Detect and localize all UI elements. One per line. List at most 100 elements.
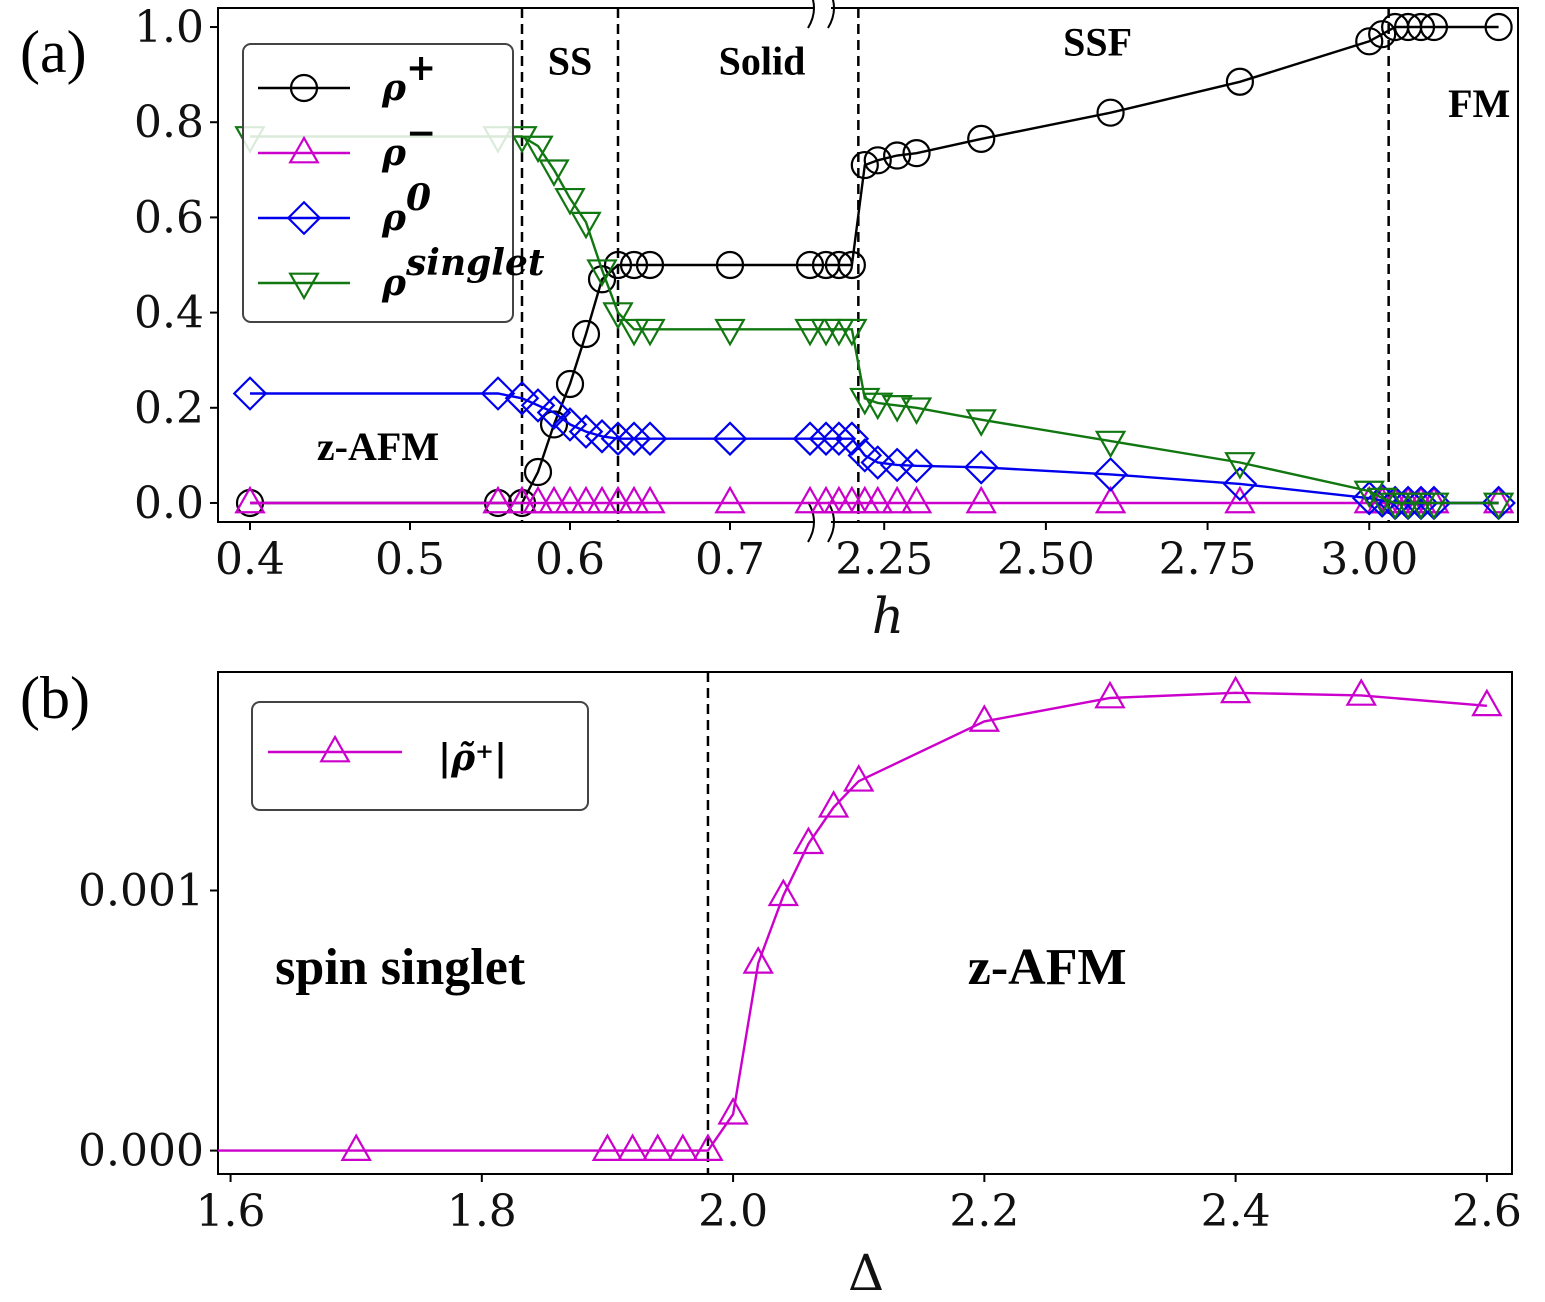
data-point-rho_singlet	[618, 318, 650, 347]
series-rho_singlet	[234, 126, 1515, 521]
data-point-rho_singlet	[1418, 492, 1450, 521]
data-point-rho_singlet	[506, 126, 538, 154]
data-point-rho_minus	[586, 485, 618, 514]
data-point-rho_minus	[506, 485, 538, 514]
panel-a-xlabel: h	[872, 587, 904, 645]
panel-b-xtick-label: 2.0	[698, 1186, 768, 1237]
panel-a-ytick-label: 0.4	[134, 288, 204, 339]
data-point-rho_singlet	[849, 387, 881, 416]
data-point-rho_zero	[821, 421, 857, 457]
data-point-rho_zero	[632, 421, 668, 457]
data-point-rho_singlet	[1366, 487, 1398, 516]
data-point-rho_zero	[834, 421, 870, 457]
panel-a-xtick-label: 0.7	[695, 534, 765, 585]
data-point-rho_plus	[1406, 12, 1436, 42]
data-point-rho_singlet	[881, 394, 913, 423]
panel-a-xtick-label: 2.50	[997, 534, 1095, 585]
data-point-rho_plus	[635, 250, 665, 280]
data-point-rho_singlet	[634, 318, 666, 347]
data-point-rho_zero	[536, 395, 572, 430]
panel-b-xtick-label: 1.8	[447, 1186, 517, 1237]
data-point-rho_tilde	[616, 1133, 649, 1161]
panel-a-legend: ρ +ρ −ρ 0ρ singlet	[242, 43, 545, 323]
data-point-rho_tilde	[1345, 678, 1377, 706]
data-point-rho_plus	[1368, 20, 1397, 49]
data-point-rho_minus	[522, 485, 554, 514]
data-point-rho_tilde	[1471, 688, 1503, 717]
legend-marker-rho_tilde	[319, 734, 351, 763]
data-point-rho_minus	[482, 485, 514, 514]
panel-a-ytick-label: 0.6	[134, 192, 204, 243]
data-point-rho_plus	[1096, 98, 1125, 127]
data-point-rho_tilde	[767, 878, 800, 907]
data-point-rho_plus	[837, 250, 866, 280]
legend-marker-rho_singlet	[288, 272, 320, 301]
data-point-rho_singlet	[538, 159, 570, 188]
data-point-rho_plus	[883, 141, 912, 170]
data-point-rho_tilde	[667, 1133, 699, 1161]
axis-break-bottom-mark	[807, 501, 815, 543]
data-point-rho_tilde	[792, 826, 825, 855]
legend-sup-rho_singlet: singlet	[405, 242, 545, 284]
data-point-rho_tilde	[843, 764, 875, 792]
panel-label-b: (b)	[20, 665, 90, 731]
data-point-rho_zero	[712, 421, 748, 457]
panel-a-xtick-label: 0.6	[535, 534, 605, 585]
panel-b-xtick-label: 1.6	[196, 1186, 266, 1237]
data-point-rho_singlet	[522, 135, 554, 164]
data-point-rho_zero	[899, 448, 934, 484]
data-point-rho_singlet	[714, 318, 746, 347]
data-point-rho_tilde	[742, 946, 774, 974]
data-point-rho_singlet	[1224, 452, 1256, 480]
panel-a-xtick-label: 0.5	[375, 534, 445, 585]
data-point-rho_singlet	[1482, 492, 1515, 521]
legend-marker-rho_zero	[286, 200, 322, 236]
data-point-rho_zero	[600, 421, 636, 457]
legend-sup-rho_minus: −	[406, 112, 436, 154]
data-point-rho_zero	[480, 376, 516, 411]
data-point-rho_singlet	[900, 397, 933, 426]
data-point-rho_minus	[570, 485, 602, 514]
region-label: SS	[548, 38, 593, 83]
data-point-rho_plus	[619, 250, 649, 280]
data-point-rho_minus	[538, 485, 570, 514]
legend-sup-rho_zero: 0	[406, 177, 431, 219]
data-point-rho_zero	[520, 388, 556, 423]
data-point-rho_zero	[792, 421, 828, 457]
panel-a-ytick-label: 0.0	[134, 478, 204, 529]
data-point-rho_singlet	[794, 318, 826, 347]
data-point-rho_minus	[554, 485, 586, 514]
data-point-rho_plus	[967, 124, 996, 153]
data-point-rho_plus	[863, 146, 892, 175]
data-point-rho_tilde	[1094, 680, 1126, 709]
data-point-rho_tilde	[817, 790, 850, 818]
panel-a-ytick-label: 0.2	[134, 383, 204, 434]
data-point-rho_minus	[618, 485, 650, 514]
data-point-rho_tilde	[968, 704, 1001, 732]
panel-b-frame	[217, 671, 1513, 1175]
data-point-rho_tilde	[642, 1133, 674, 1161]
series-rho_plus	[235, 12, 1513, 518]
panel-b-legend: |ρ̃⁺|	[251, 701, 589, 811]
data-point-rho_plus	[902, 139, 931, 168]
legend-box	[242, 43, 514, 323]
data-point-rho_tilde	[717, 1096, 749, 1125]
data-point-rho_tilde	[1219, 675, 1252, 704]
axis-break-top-mark	[807, 0, 815, 29]
panel-b-plot-area	[218, 672, 1503, 1174]
data-point-rho_singlet	[862, 392, 894, 421]
data-point-rho_zero	[232, 376, 268, 411]
data-point-rho_singlet	[836, 318, 868, 347]
data-point-rho_zero	[963, 449, 999, 485]
legend-label-rho_zero: ρ	[381, 197, 407, 239]
panel-a-chart: 0.0 0.2 0.4 0.6 0.8 1.0 0.4 0.5 0.6 0.7 2.25 2.50 2.…	[134, 0, 1519, 585]
data-point-rho_minus	[965, 485, 997, 514]
data-point-rho_minus	[794, 485, 826, 514]
data-point-rho_plus	[1225, 67, 1255, 96]
data-point-rho_zero	[584, 419, 620, 454]
region-label: spin singlet	[275, 939, 526, 996]
legend-sup-rho_plus: +	[406, 47, 436, 89]
data-point-rho_plus	[795, 250, 825, 280]
panel-a-ytick-label: 0.8	[134, 97, 204, 148]
data-point-rho_singlet	[1094, 430, 1127, 459]
